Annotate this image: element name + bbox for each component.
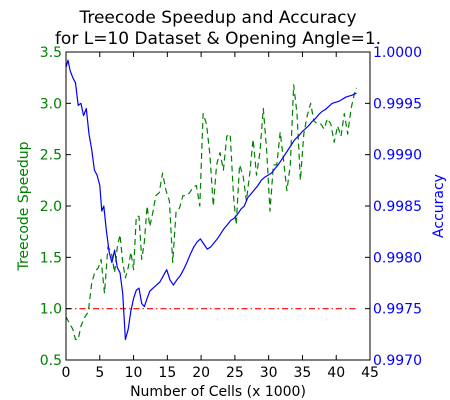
- left-y-tick-label: 2.0: [40, 199, 62, 215]
- right-y-tick-label: 0.9980: [373, 250, 422, 266]
- x-tick-label: 25: [226, 365, 244, 381]
- right-y-tick-label: 0.9975: [373, 302, 422, 318]
- x-tick-label: 35: [294, 365, 312, 381]
- left-y-axis-label: Treecode Speedup: [16, 141, 32, 271]
- left-y-tick-label: 2.5: [40, 148, 62, 164]
- left-y-tick-label: 3.5: [40, 45, 62, 61]
- x-axis-label: Number of Cells (x 1000): [130, 384, 306, 400]
- x-tick-label: 10: [125, 365, 143, 381]
- x-tick-label: 40: [327, 365, 345, 381]
- left-y-tick-label: 0.5: [40, 353, 62, 369]
- x-tick-label: 20: [192, 365, 210, 381]
- x-tick-label: 30: [260, 365, 278, 381]
- left-y-tick-label: 1.0: [40, 302, 62, 318]
- right-y-tick-label: 0.9985: [373, 199, 422, 215]
- left-y-tick-label: 3.0: [40, 96, 62, 112]
- right-y-tick-label: 0.9990: [373, 148, 422, 164]
- plot-area: [66, 52, 370, 360]
- x-tick-label: 15: [158, 365, 176, 381]
- right-y-tick-label: 0.9995: [373, 96, 422, 112]
- left-y-tick-label: 1.5: [40, 250, 62, 266]
- right-y-tick-label: 0.9970: [373, 353, 422, 369]
- chart-title-line1: Treecode Speedup and Accuracy: [78, 8, 356, 28]
- right-y-tick-label: 1.0000: [373, 45, 422, 61]
- x-tick-label: 5: [95, 365, 104, 381]
- right-y-axis-label: Accuracy: [431, 174, 447, 238]
- chart-title-line2: for L=10 Dataset & Opening Angle=1.: [55, 29, 381, 49]
- x-tick-label: 0: [62, 365, 71, 381]
